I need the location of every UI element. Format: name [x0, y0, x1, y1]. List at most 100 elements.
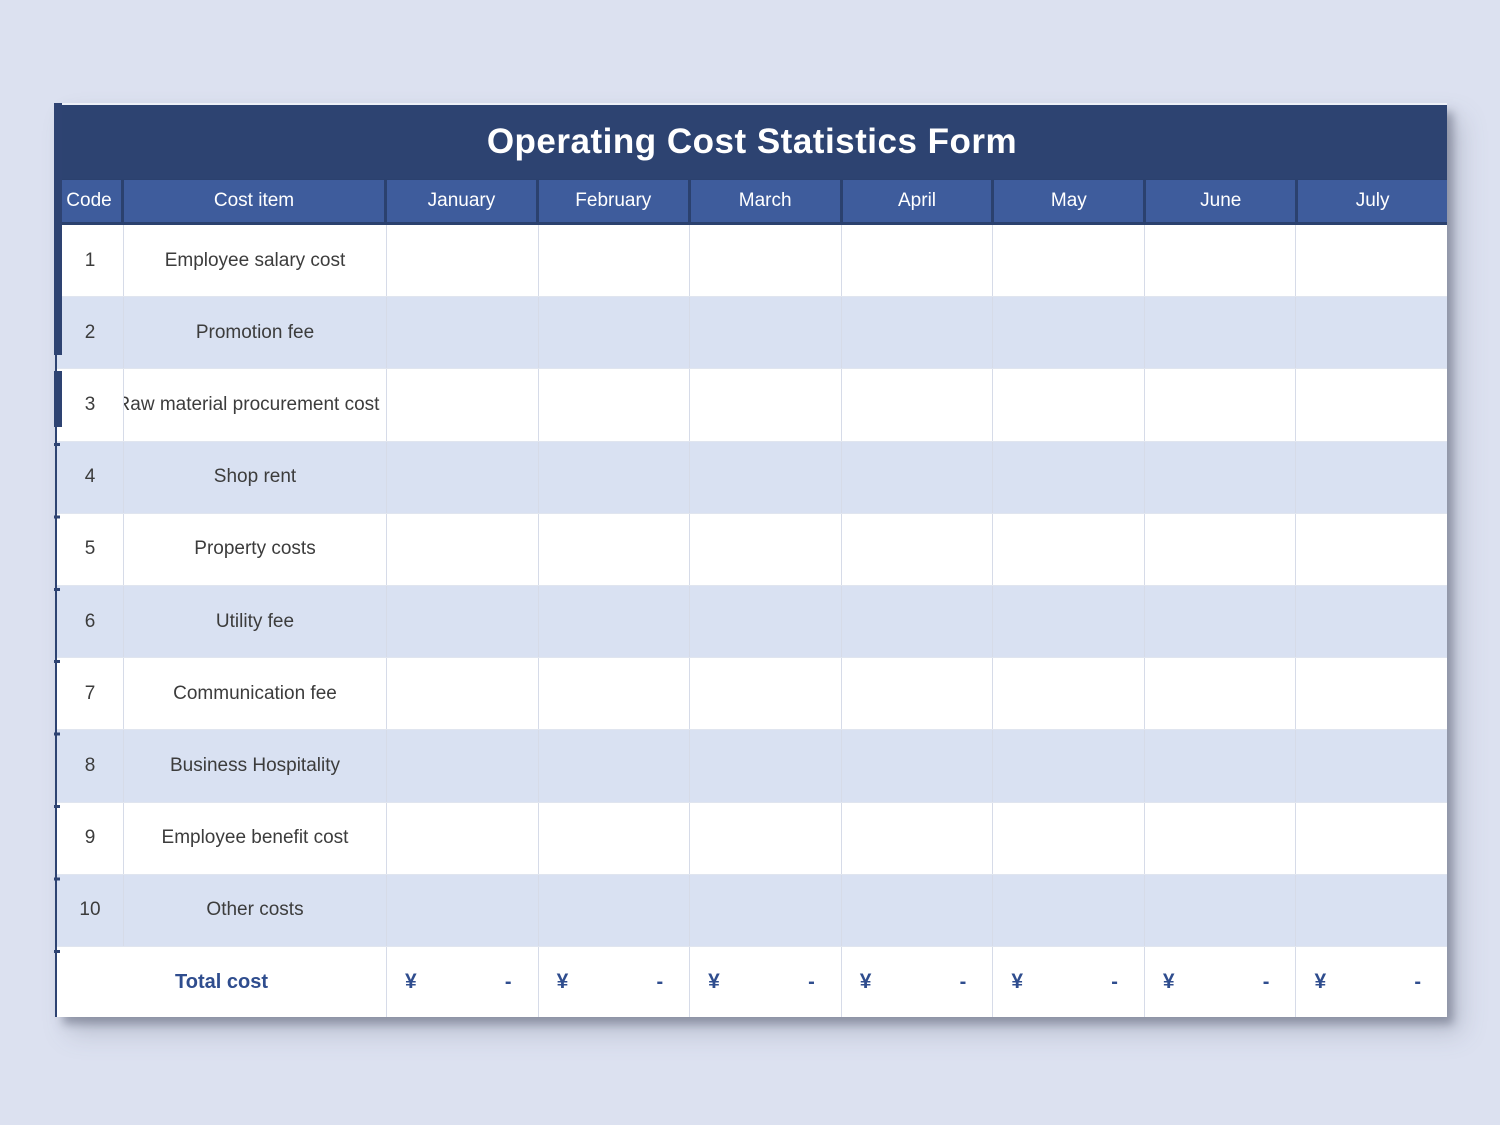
total-amount-cell[interactable]: ¥ - [539, 947, 691, 1018]
data-cell[interactable] [993, 730, 1145, 802]
code-cell[interactable]: 8 [57, 730, 124, 802]
data-cell[interactable] [387, 802, 539, 874]
data-cell[interactable] [842, 297, 994, 369]
data-cell[interactable] [842, 730, 994, 802]
data-cell[interactable] [1145, 586, 1297, 658]
table-row: 1 Employee salary cost [57, 225, 1447, 298]
data-cell[interactable] [387, 513, 539, 586]
data-cell[interactable] [1145, 225, 1297, 297]
data-cell[interactable] [387, 441, 539, 513]
data-cell[interactable] [1296, 225, 1447, 296]
table-row: 10 Other costs [57, 874, 1447, 948]
data-cell[interactable] [993, 297, 1145, 369]
total-amount-cell[interactable]: ¥ - [387, 947, 539, 1018]
data-cell[interactable] [539, 802, 691, 874]
cost-item-cell[interactable]: Shop rent [124, 441, 387, 513]
data-cell[interactable] [387, 225, 539, 297]
data-cell[interactable] [690, 802, 842, 874]
data-cell[interactable] [1145, 802, 1297, 874]
data-cell[interactable] [1296, 875, 1447, 946]
data-cell[interactable] [539, 658, 691, 730]
data-cell[interactable] [690, 730, 842, 802]
total-amount-cell[interactable]: ¥ - [1296, 947, 1447, 1017]
data-cell[interactable] [1145, 730, 1297, 802]
data-cell[interactable] [690, 441, 842, 513]
data-cell[interactable] [690, 586, 842, 658]
data-cell[interactable] [993, 802, 1145, 874]
data-cell[interactable] [387, 586, 539, 658]
data-cell[interactable] [539, 225, 691, 297]
cost-item-cell[interactable]: Employee benefit cost [124, 802, 387, 874]
code-cell[interactable]: 7 [57, 658, 124, 730]
data-cell[interactable] [539, 297, 691, 369]
data-cell[interactable] [1145, 297, 1297, 369]
code-cell[interactable]: 1 [57, 225, 124, 297]
data-cell[interactable] [690, 369, 842, 441]
data-cell[interactable] [690, 297, 842, 369]
data-cell[interactable] [1296, 297, 1447, 368]
cost-item-cell[interactable]: Communication fee [124, 658, 387, 730]
code-cell[interactable]: 4 [57, 441, 124, 513]
data-cell[interactable] [1145, 874, 1297, 947]
data-cell[interactable] [387, 369, 539, 441]
total-amount-cell[interactable]: ¥ - [690, 947, 842, 1018]
data-cell[interactable] [1145, 441, 1297, 513]
data-cell[interactable] [387, 297, 539, 369]
data-cell[interactable] [690, 658, 842, 730]
data-cell[interactable] [1145, 369, 1297, 441]
data-cell[interactable] [993, 513, 1145, 586]
code-cell[interactable]: 9 [57, 802, 124, 874]
data-cell[interactable] [842, 441, 994, 513]
data-cell[interactable] [690, 513, 842, 586]
cost-item-cell[interactable]: Promotion fee [124, 297, 387, 369]
data-cell[interactable] [1296, 730, 1447, 801]
data-cell[interactable] [1296, 658, 1447, 729]
data-cell[interactable] [993, 441, 1145, 513]
data-cell[interactable] [842, 874, 994, 947]
total-amount-cell[interactable]: ¥ - [993, 947, 1145, 1018]
total-amount-cell[interactable]: ¥ - [1145, 947, 1297, 1018]
data-cell[interactable] [1296, 369, 1447, 440]
data-cell[interactable] [842, 369, 994, 441]
code-cell[interactable]: 6 [57, 586, 124, 658]
data-cell[interactable] [1296, 442, 1447, 513]
data-cell[interactable] [539, 513, 691, 586]
cost-item-cell[interactable]: Utility fee [124, 586, 387, 658]
data-cell[interactable] [539, 441, 691, 513]
total-amount-cell[interactable]: ¥ - [842, 947, 994, 1018]
data-cell[interactable] [993, 586, 1145, 658]
data-cell[interactable] [842, 802, 994, 874]
data-cell[interactable] [1296, 514, 1447, 585]
data-cell[interactable] [993, 658, 1145, 730]
code-cell[interactable]: 5 [57, 513, 124, 586]
data-cell[interactable] [1145, 513, 1297, 586]
data-cell[interactable] [690, 874, 842, 947]
data-cell[interactable] [539, 730, 691, 802]
cost-item-cell[interactable]: Raw material procurement cost [124, 369, 387, 441]
cost-item-cell[interactable]: Business Hospitality [124, 730, 387, 802]
data-cell[interactable] [690, 225, 842, 297]
data-cell[interactable] [539, 369, 691, 441]
data-cell[interactable] [387, 730, 539, 802]
code-cell[interactable]: 3 [57, 369, 124, 441]
data-cell[interactable] [1296, 586, 1447, 657]
code-cell[interactable]: 10 [57, 874, 124, 947]
data-cell[interactable] [993, 369, 1145, 441]
cost-item-cell[interactable]: Other costs [124, 874, 387, 947]
code-cell[interactable]: 2 [57, 297, 124, 369]
cost-item-cell[interactable]: Property costs [124, 513, 387, 586]
data-cell[interactable] [842, 513, 994, 586]
data-cell[interactable] [842, 658, 994, 730]
data-cell[interactable] [1145, 658, 1297, 730]
data-cell[interactable] [993, 225, 1145, 297]
data-cell[interactable] [539, 874, 691, 947]
cost-item-cell[interactable]: Employee salary cost [124, 225, 387, 297]
data-cell[interactable] [387, 658, 539, 730]
data-cell[interactable] [539, 586, 691, 658]
data-cell[interactable] [387, 874, 539, 947]
data-cell[interactable] [1296, 803, 1447, 874]
data-cell[interactable] [993, 874, 1145, 947]
data-cell[interactable] [842, 225, 994, 297]
data-cell[interactable] [842, 586, 994, 658]
